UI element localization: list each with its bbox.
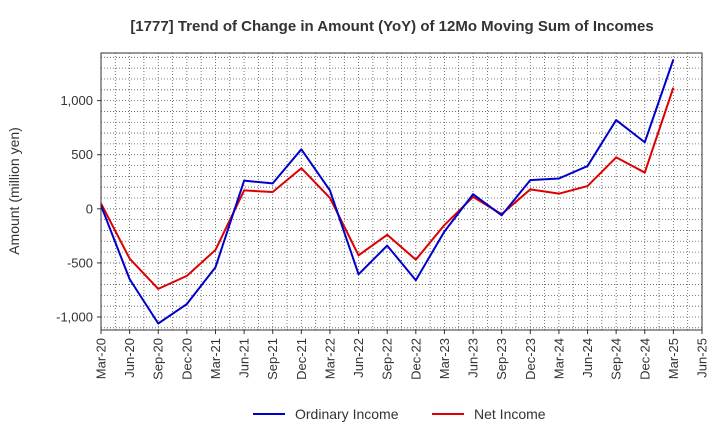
ticks: -1,000 -500 0 500 1,000 Mar-20 Jun-20 Sep-20 Dec…	[56, 93, 709, 380]
y-tick-label: 500	[71, 147, 93, 162]
y-axis-label: Amount (million yen)	[6, 127, 22, 255]
series-layer	[100, 59, 675, 325]
x-tick-label: Dec-20	[179, 338, 194, 380]
x-tick-label: Mar-21	[208, 338, 223, 379]
legend-label: Net Income	[474, 406, 546, 422]
x-tick-label: Dec-21	[294, 338, 309, 380]
plot-frame	[100, 52, 703, 331]
x-tick-label: Mar-24	[551, 338, 566, 379]
grid	[100, 53, 703, 330]
y-tick-label: -500	[67, 255, 93, 270]
chart-title: [1777] Trend of Change in Amount (YoY) o…	[130, 18, 653, 35]
x-tick-label: Jun-24	[580, 338, 595, 378]
y-tick-label: 1,000	[60, 93, 93, 108]
x-tick-label: Mar-20	[94, 338, 109, 379]
x-tick-label: Jun-21	[237, 338, 252, 378]
x-tick-label: Sep-21	[265, 338, 280, 380]
x-tick-label: Jun-25	[695, 338, 710, 378]
x-tick-label: Mar-25	[666, 338, 681, 379]
series-line-net-income	[100, 87, 675, 290]
x-tick-label: Sep-23	[494, 338, 509, 380]
x-tick-label: Mar-22	[322, 338, 337, 379]
x-tick-label: Sep-22	[380, 338, 395, 380]
x-tick-label: Dec-23	[523, 338, 538, 380]
legend-label: Ordinary Income	[295, 406, 399, 422]
x-tick-label: Jun-23	[466, 338, 481, 378]
x-tick-label: Mar-23	[437, 338, 452, 379]
legend: Ordinary Income Net Income	[253, 406, 546, 422]
x-tick-label: Jun-22	[351, 338, 366, 378]
y-tick-label: 0	[86, 201, 93, 216]
x-tick-label: Sep-24	[609, 338, 624, 380]
y-tick-label: -1,000	[56, 310, 93, 325]
series-line-ordinary-income	[100, 59, 675, 325]
x-tick-label: Sep-20	[151, 338, 166, 380]
x-tick-label: Dec-22	[408, 338, 423, 380]
x-tick-label: Dec-24	[637, 338, 652, 380]
x-tick-label: Jun-20	[122, 338, 137, 378]
